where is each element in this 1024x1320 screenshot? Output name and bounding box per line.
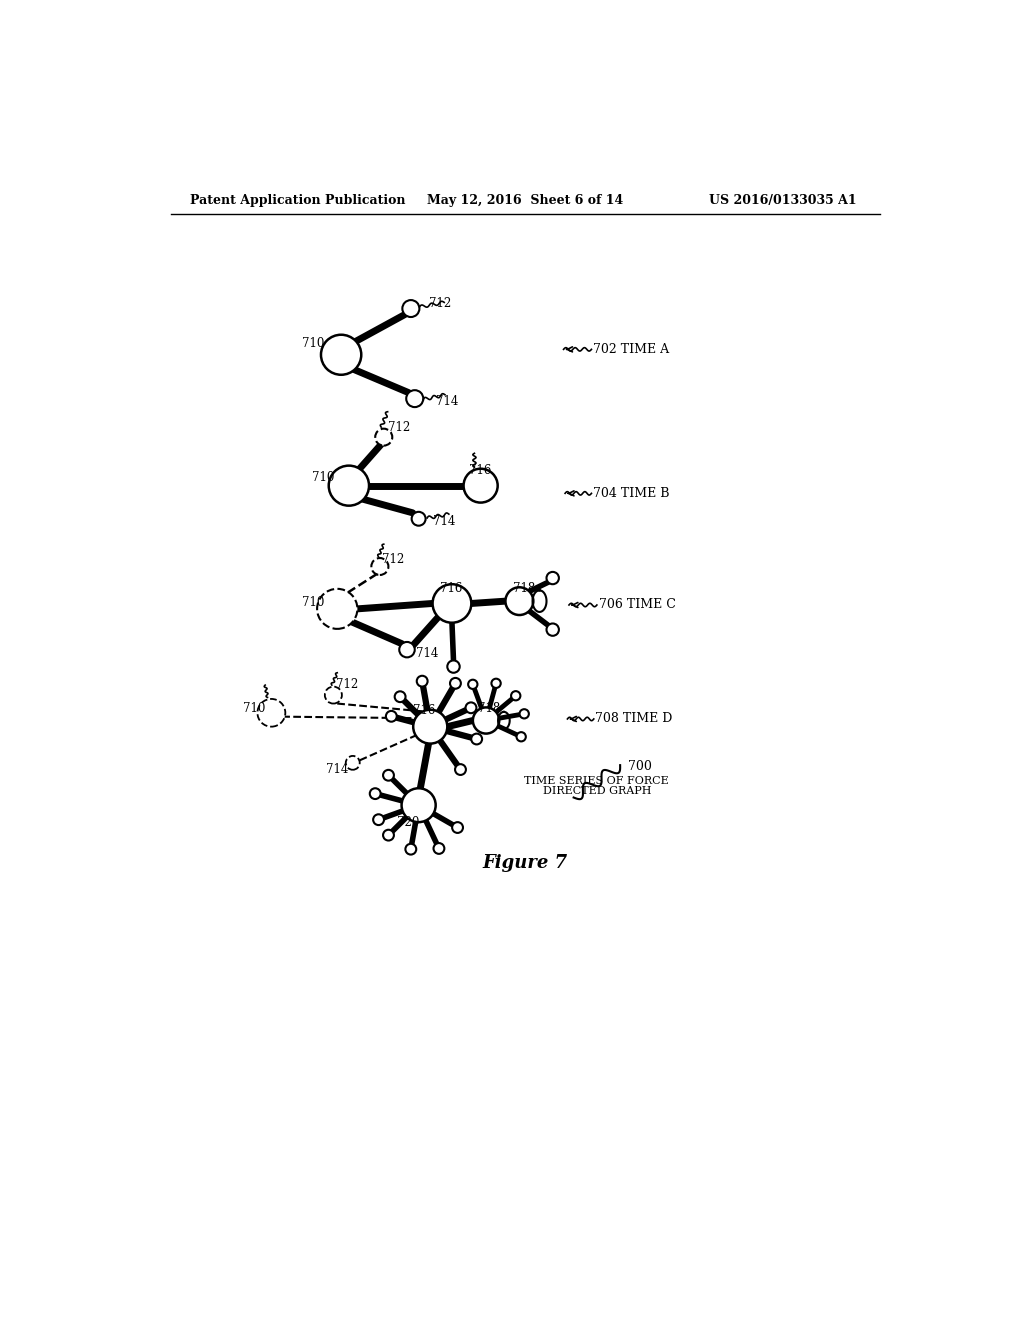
Text: 704 TIME B: 704 TIME B [593,487,670,500]
Text: 714: 714 [432,515,455,528]
Circle shape [375,429,392,446]
Text: Patent Application Publication: Patent Application Publication [190,194,406,207]
Circle shape [386,711,396,722]
Text: 720: 720 [397,816,420,829]
Circle shape [473,708,500,734]
Circle shape [433,843,444,854]
Circle shape [383,770,394,780]
Text: 712: 712 [388,421,410,434]
Circle shape [372,558,388,576]
Circle shape [450,678,461,689]
Circle shape [346,756,359,770]
Circle shape [453,822,463,833]
Circle shape [383,830,394,841]
Text: 718: 718 [513,582,536,594]
Circle shape [399,642,415,657]
Circle shape [370,788,381,799]
Circle shape [414,710,447,743]
Text: DIRECTED GRAPH: DIRECTED GRAPH [543,787,651,796]
Circle shape [321,335,361,375]
Circle shape [506,587,534,615]
Text: 710: 710 [311,471,334,484]
Circle shape [373,814,384,825]
Circle shape [329,466,369,506]
Text: 716: 716 [469,463,492,477]
Circle shape [394,692,406,702]
Circle shape [516,733,525,742]
Circle shape [432,585,471,623]
Text: 716: 716 [414,704,435,717]
Circle shape [466,702,476,713]
Text: TIME SERIES OF FORCE: TIME SERIES OF FORCE [524,776,670,785]
Circle shape [511,692,520,701]
Text: 708 TIME D: 708 TIME D [595,713,672,726]
Circle shape [325,686,342,704]
Circle shape [468,680,477,689]
Circle shape [417,676,428,686]
Text: 716: 716 [439,582,462,594]
Text: 702 TIME A: 702 TIME A [593,343,669,356]
Text: Figure 7: Figure 7 [482,854,567,873]
Text: 712: 712 [336,677,358,690]
Text: 714: 714 [417,647,438,660]
Circle shape [401,788,435,822]
Text: 714: 714 [326,763,348,776]
Circle shape [471,734,482,744]
Circle shape [406,843,416,854]
Circle shape [492,678,501,688]
Text: May 12, 2016  Sheet 6 of 14: May 12, 2016 Sheet 6 of 14 [427,194,623,207]
Circle shape [464,469,498,503]
Text: 710: 710 [243,702,265,715]
Circle shape [412,512,426,525]
Circle shape [519,709,528,718]
Text: 718: 718 [478,702,501,715]
Circle shape [547,623,559,636]
Circle shape [547,572,559,585]
Text: 710: 710 [302,337,325,350]
Circle shape [257,700,286,726]
Text: 712: 712 [382,553,404,566]
Circle shape [402,300,420,317]
Text: 710: 710 [302,597,325,610]
Circle shape [447,660,460,673]
Text: 712: 712 [429,297,451,310]
Circle shape [455,764,466,775]
Text: US 2016/0133035 A1: US 2016/0133035 A1 [709,194,856,207]
Text: 714: 714 [436,395,459,408]
Text: 700: 700 [628,760,651,774]
Circle shape [317,589,357,628]
Text: 706 TIME C: 706 TIME C [599,598,676,611]
Circle shape [407,391,423,407]
